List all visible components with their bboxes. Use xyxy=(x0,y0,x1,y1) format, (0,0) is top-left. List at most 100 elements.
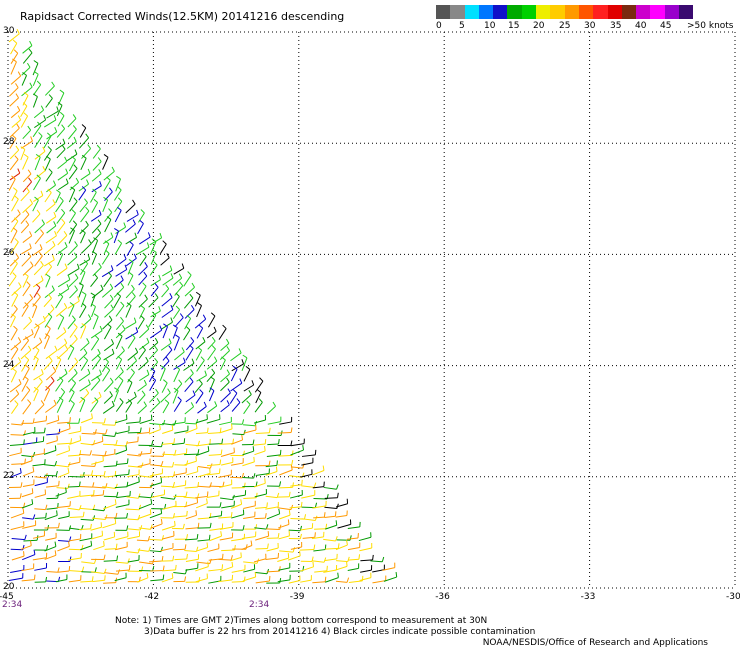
wind-barb xyxy=(160,338,172,351)
barb-flag xyxy=(150,498,153,504)
barb-shaft xyxy=(194,318,207,329)
wind-barb xyxy=(220,388,231,403)
barb-shaft xyxy=(221,505,235,509)
barb-flag xyxy=(227,388,231,394)
barb-shaft xyxy=(125,203,136,214)
wind-barb xyxy=(45,532,57,541)
barb-flag xyxy=(104,240,110,245)
barb-shaft xyxy=(161,288,170,298)
barb-shaft xyxy=(11,198,19,212)
barb-flag xyxy=(150,448,152,454)
barb-shaft xyxy=(150,464,162,467)
wind-barb xyxy=(116,254,127,267)
barb-flag xyxy=(268,460,271,466)
barb-flag xyxy=(96,375,101,381)
wind-barb xyxy=(255,531,270,541)
barb-flag xyxy=(24,458,26,464)
wind-barb xyxy=(21,574,36,582)
wind-barb xyxy=(79,388,90,404)
barb-flag xyxy=(37,121,42,126)
barb-shaft xyxy=(102,157,109,170)
wind-barb xyxy=(115,301,125,317)
wind-barb xyxy=(150,238,157,255)
wind-barb xyxy=(34,489,47,498)
wind-barb xyxy=(172,438,186,446)
wind-barb xyxy=(92,237,99,254)
barb-shaft xyxy=(267,443,279,446)
wind-barb xyxy=(20,540,32,550)
wind-barb xyxy=(104,304,114,318)
wind-barb xyxy=(267,416,282,425)
wind-barb xyxy=(115,414,128,424)
barb-shaft xyxy=(197,485,211,488)
barb-shaft xyxy=(57,279,71,288)
barb-flag xyxy=(17,115,22,121)
color-scale-label: 0 xyxy=(436,21,442,31)
wind-barb xyxy=(197,534,211,542)
barb-shaft xyxy=(11,190,18,202)
barb-flag xyxy=(169,265,173,271)
wind-barb xyxy=(231,509,245,519)
barb-flag xyxy=(159,424,161,430)
color-swatch xyxy=(493,5,508,19)
wind-barb xyxy=(79,302,87,319)
wind-barb xyxy=(312,481,325,489)
wind-barb xyxy=(69,323,78,338)
wind-barb xyxy=(125,317,137,329)
barb-shaft xyxy=(334,565,348,571)
barb-shaft xyxy=(162,277,174,286)
barb-flag xyxy=(162,565,165,571)
barb-shaft xyxy=(162,429,173,434)
barb-flag xyxy=(81,302,87,308)
barb-flag xyxy=(33,71,39,75)
barb-flag xyxy=(32,93,38,97)
barb-flag xyxy=(42,166,46,171)
barb-shaft xyxy=(46,571,58,573)
barb-flag xyxy=(51,81,55,87)
barb-flag xyxy=(41,369,44,375)
barb-shaft xyxy=(255,392,262,404)
wind-barb xyxy=(21,488,34,498)
wind-barb xyxy=(46,567,60,573)
barb-shaft xyxy=(197,539,210,542)
wind-barb xyxy=(126,241,134,257)
barb-flag xyxy=(74,334,78,340)
barb-flag xyxy=(29,231,33,237)
wind-barb xyxy=(115,346,125,360)
barb-shaft xyxy=(277,579,291,583)
barb-shaft xyxy=(21,389,31,402)
barb-flag xyxy=(83,356,89,361)
wind-barb xyxy=(195,491,209,499)
wind-barb xyxy=(102,518,117,529)
barb-shaft xyxy=(68,212,76,223)
barb-shaft xyxy=(104,308,114,318)
barb-flag xyxy=(27,399,32,404)
barb-flag xyxy=(22,72,27,76)
barb-flag xyxy=(250,540,253,546)
wind-barb xyxy=(68,457,81,466)
barb-flag xyxy=(94,461,97,467)
barb-shaft xyxy=(149,482,162,487)
barb-shaft xyxy=(21,579,35,582)
barb-shaft xyxy=(34,517,46,520)
barb-shaft xyxy=(33,195,44,203)
wind-barb xyxy=(266,508,281,520)
wind-barb xyxy=(10,49,19,64)
barb-flag xyxy=(323,512,326,518)
barb-shaft xyxy=(67,507,80,511)
wind-barb xyxy=(114,239,123,255)
wind-barb xyxy=(91,169,102,182)
wind-barb xyxy=(207,312,216,328)
barb-shaft xyxy=(81,561,95,564)
barb-flag xyxy=(89,450,92,456)
barb-flag xyxy=(28,48,33,54)
color-scale-label: 20 xyxy=(533,21,545,31)
barb-shaft xyxy=(138,275,148,286)
wind-barb xyxy=(372,564,385,573)
barb-shaft xyxy=(173,472,187,476)
barb-flag xyxy=(109,377,114,383)
barb-shaft xyxy=(22,554,36,561)
barb-flag xyxy=(104,358,109,363)
color-swatch xyxy=(650,5,665,19)
barb-flag xyxy=(140,462,144,468)
